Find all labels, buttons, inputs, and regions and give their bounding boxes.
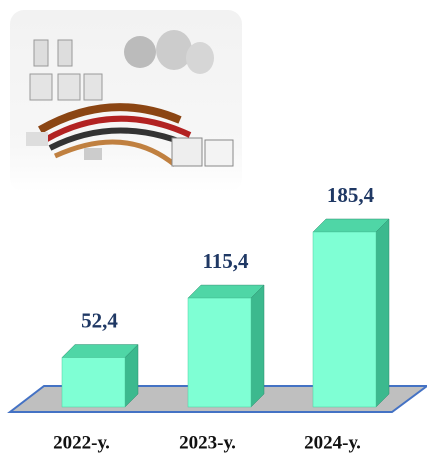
bar-top — [61, 344, 139, 358]
bar-top — [312, 218, 390, 233]
x-tick-label: 2023-у. — [179, 432, 236, 453]
bar-side — [250, 284, 265, 408]
value-label: 185,4 — [327, 183, 375, 207]
x-tick-label: 2022-у. — [53, 432, 110, 453]
x-tick-label: 2024-у. — [304, 432, 361, 453]
bar — [312, 231, 377, 408]
bar-top — [187, 284, 265, 299]
bar — [187, 297, 252, 408]
value-label: 115,4 — [202, 249, 249, 273]
bar-side — [375, 218, 390, 408]
value-label: 52,4 — [81, 308, 118, 332]
product-photo — [10, 10, 242, 192]
bar — [61, 357, 126, 408]
